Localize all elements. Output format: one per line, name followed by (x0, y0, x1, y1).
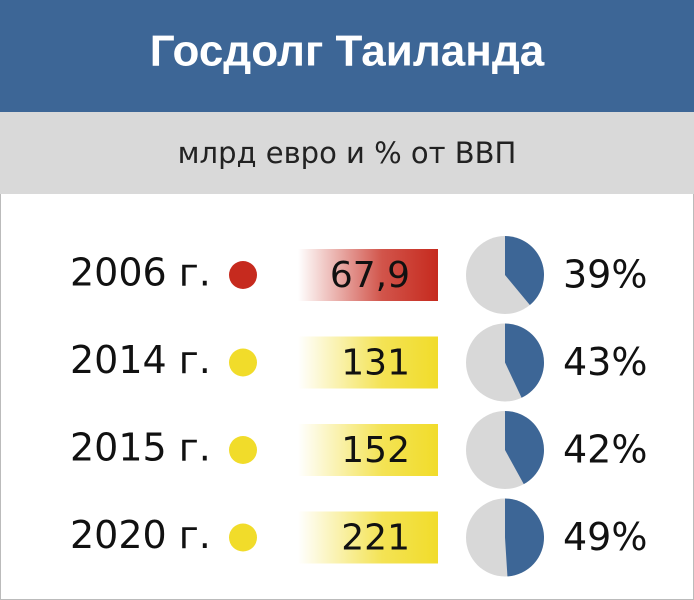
title-bar (0, 0, 694, 112)
share-label: 49% (563, 515, 647, 559)
subtitle-bar (0, 112, 694, 194)
pie-share (505, 323, 545, 398)
dot (229, 523, 257, 552)
pie-share (505, 411, 544, 485)
value: 221 (341, 518, 410, 559)
year: 2020 г. (70, 513, 211, 557)
share-label: 42% (563, 428, 647, 472)
dot (229, 436, 257, 464)
year: 2006 г. (70, 251, 211, 295)
value: 67,9 (330, 255, 410, 296)
value: 131 (341, 343, 410, 384)
year: 2015 г. (70, 426, 211, 470)
pie-share (505, 236, 545, 306)
title: Госдолг Таиланда (150, 27, 545, 76)
dot (229, 261, 257, 289)
year: 2014 г. (70, 338, 211, 382)
value-box (298, 424, 438, 476)
value-box (298, 336, 438, 389)
value-box (298, 249, 438, 301)
dot (229, 348, 257, 377)
share-label: 39% (563, 253, 647, 297)
value-box (298, 511, 438, 564)
share-label: 43% (563, 340, 647, 384)
value: 152 (341, 430, 410, 471)
pie-share (505, 498, 545, 577)
subtitle: млрд евро и % от ВВП (178, 136, 517, 170)
